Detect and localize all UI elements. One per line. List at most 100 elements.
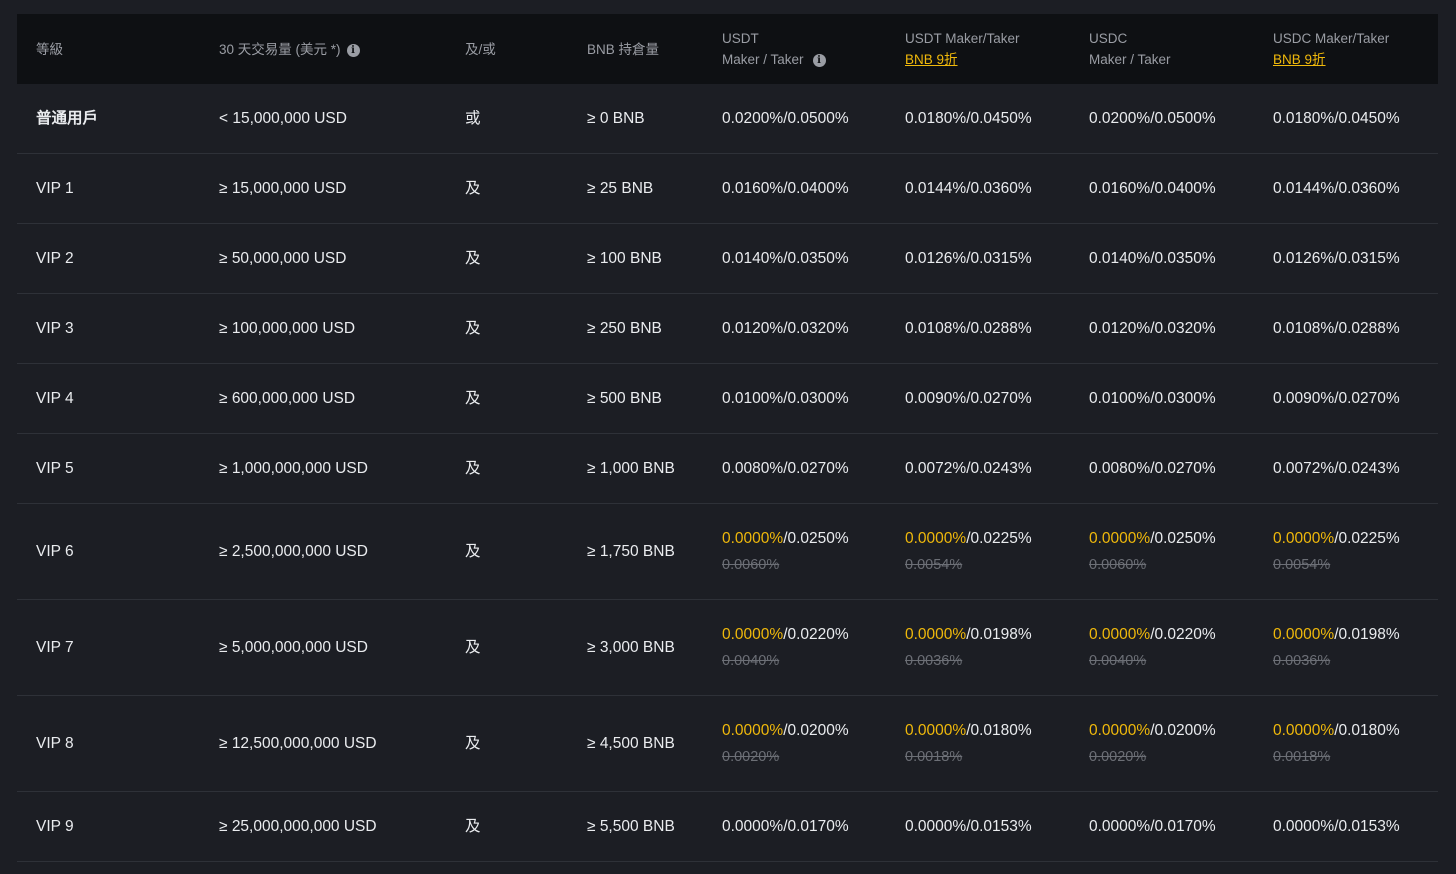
volume-requirement-text: ≥ 15,000,000 USD	[219, 179, 347, 197]
table-row: 普通用戶 < 15,000,000 USD 或 ≥ 0 BNB 0.0200%/0.05…	[17, 84, 1438, 154]
header-volume: 30 天交易量 (美元 *) i	[219, 14, 360, 84]
original-maker-fee: 0.0020%	[1089, 748, 1147, 765]
table-row: VIP 5 ≥ 1,000,000,000 USD 及 ≥ 1,000 BNB 0.00…	[17, 434, 1438, 504]
fee-cell: 0.0200%/0.0500%	[722, 84, 849, 153]
and-or: 及	[465, 294, 481, 363]
fee-cell: 0.0090%/0.0270%	[905, 364, 1032, 433]
fee-cell: 0.0000%/0.0180% 0.0018%	[905, 696, 1032, 791]
original-maker-fee: 0.0054%	[905, 556, 963, 573]
maker-fee: 0.0180%	[1273, 109, 1335, 127]
table-body: 普通用戶 < 15,000,000 USD 或 ≥ 0 BNB 0.0200%/0.05…	[17, 84, 1438, 862]
tier-level: VIP 1	[36, 154, 74, 223]
taker-fee: /0.0270%	[1334, 389, 1400, 407]
header-and-or: 及/或	[465, 14, 496, 84]
and-or: 及	[465, 434, 481, 503]
fee-cell: 0.0140%/0.0350%	[722, 224, 849, 293]
maker-fee: 0.0126%	[1273, 249, 1335, 267]
bnb-requirement: ≥ 1,000 BNB	[587, 434, 675, 503]
bnb-requirement-text: ≥ 5,500 BNB	[587, 817, 675, 835]
original-maker-fee: 0.0018%	[905, 748, 963, 765]
and-or-text: 及	[465, 249, 481, 267]
maker-fee: 0.0000%	[1273, 529, 1335, 547]
maker-fee: 0.0090%	[905, 389, 967, 407]
info-icon[interactable]: i	[812, 54, 826, 67]
taker-fee: /0.0250%	[783, 529, 849, 547]
tier-level-text: VIP 4	[36, 389, 74, 407]
volume-requirement-text: ≥ 12,500,000,000 USD	[219, 734, 377, 752]
header-level-label: 等級	[36, 41, 63, 57]
bnb-requirement: ≥ 250 BNB	[587, 294, 662, 363]
usdt-bnb-discount-link[interactable]: BNB 9折	[905, 52, 958, 67]
header-usdc-label: USDC	[1089, 31, 1128, 46]
volume-requirement: ≥ 1,000,000,000 USD	[219, 434, 368, 503]
fee-cell: 0.0080%/0.0270%	[722, 434, 849, 503]
volume-requirement-text: ≥ 100,000,000 USD	[219, 319, 356, 337]
maker-fee: 0.0120%	[1089, 319, 1151, 337]
bnb-requirement: ≥ 1,750 BNB	[587, 504, 675, 599]
maker-fee: 0.0080%	[1089, 459, 1151, 477]
header-level: 等級	[36, 14, 63, 84]
volume-requirement-text: ≥ 5,000,000,000 USD	[219, 638, 368, 656]
maker-fee: 0.0000%	[1273, 625, 1335, 643]
header-and-or-label: 及/或	[465, 41, 496, 57]
fee-cell: 0.0160%/0.0400%	[1089, 154, 1216, 223]
maker-fee: 0.0072%	[905, 459, 967, 477]
taker-fee: /0.0250%	[1150, 529, 1216, 547]
maker-fee: 0.0140%	[722, 249, 784, 267]
and-or: 及	[465, 224, 481, 293]
and-or-text: 及	[465, 638, 481, 656]
taker-fee: /0.0243%	[966, 459, 1032, 477]
tier-level: VIP 6	[36, 504, 74, 599]
volume-requirement: ≥ 600,000,000 USD	[219, 364, 355, 433]
taker-fee: /0.0450%	[1334, 109, 1400, 127]
info-icon[interactable]: i	[346, 44, 360, 57]
tier-level-text: VIP 8	[36, 734, 74, 752]
fee-cell: 0.0072%/0.0243%	[905, 434, 1032, 503]
tier-level: VIP 9	[36, 792, 74, 861]
taker-fee: /0.0300%	[783, 389, 849, 407]
taker-fee: /0.0360%	[1334, 179, 1400, 197]
maker-fee: 0.0126%	[905, 249, 967, 267]
maker-fee: 0.0180%	[905, 109, 967, 127]
table-row: VIP 2 ≥ 50,000,000 USD 及 ≥ 100 BNB 0.0140%/0…	[17, 224, 1438, 294]
fee-cell: 0.0108%/0.0288%	[1273, 294, 1400, 363]
taker-fee: /0.0198%	[966, 625, 1032, 643]
fee-cell: 0.0072%/0.0243%	[1273, 434, 1400, 503]
table-row: VIP 3 ≥ 100,000,000 USD 及 ≥ 250 BNB 0.0120%/…	[17, 294, 1438, 364]
taker-fee: /0.0153%	[1334, 817, 1400, 835]
fee-cell: 0.0120%/0.0320%	[722, 294, 849, 363]
fee-cell: 0.0100%/0.0300%	[1089, 364, 1216, 433]
maker-fee: 0.0100%	[1089, 389, 1151, 407]
taker-fee: /0.0350%	[783, 249, 849, 267]
tier-level: 普通用戶	[36, 84, 98, 153]
maker-fee: 0.0100%	[722, 389, 784, 407]
usdc-bnb-discount-link[interactable]: BNB 9折	[1273, 52, 1326, 67]
tier-level-text: VIP 9	[36, 817, 74, 835]
taker-fee: /0.0180%	[1334, 721, 1400, 739]
taker-fee: /0.0315%	[966, 249, 1032, 267]
taker-fee: /0.0320%	[783, 319, 849, 337]
table-row: VIP 7 ≥ 5,000,000,000 USD 及 ≥ 3,000 BNB 0.00…	[17, 600, 1438, 696]
taker-fee: /0.0170%	[1150, 817, 1216, 835]
maker-fee: 0.0144%	[905, 179, 967, 197]
bnb-requirement-text: ≥ 250 BNB	[587, 319, 662, 337]
fee-cell: 0.0126%/0.0315%	[1273, 224, 1400, 293]
tier-level-text: VIP 3	[36, 319, 74, 337]
taker-fee: /0.0243%	[1334, 459, 1400, 477]
tier-level: VIP 7	[36, 600, 74, 695]
original-maker-fee: 0.0036%	[1273, 652, 1331, 669]
fee-cell: 0.0000%/0.0225% 0.0054%	[905, 504, 1032, 599]
taker-fee: /0.0153%	[966, 817, 1032, 835]
taker-fee: /0.0198%	[1334, 625, 1400, 643]
taker-fee: /0.0170%	[783, 817, 849, 835]
volume-requirement: ≥ 15,000,000 USD	[219, 154, 346, 223]
volume-requirement: ≥ 50,000,000 USD	[219, 224, 346, 293]
original-maker-fee: 0.0054%	[1273, 556, 1331, 573]
and-or: 及	[465, 504, 481, 599]
volume-requirement: ≥ 5,000,000,000 USD	[219, 600, 368, 695]
taker-fee: /0.0450%	[966, 109, 1032, 127]
original-maker-fee: 0.0036%	[905, 652, 963, 669]
volume-requirement-text: ≥ 2,500,000,000 USD	[219, 542, 368, 560]
taker-fee: /0.0500%	[1150, 109, 1216, 127]
header-usdt: USDT Maker / Taker i	[722, 14, 826, 84]
